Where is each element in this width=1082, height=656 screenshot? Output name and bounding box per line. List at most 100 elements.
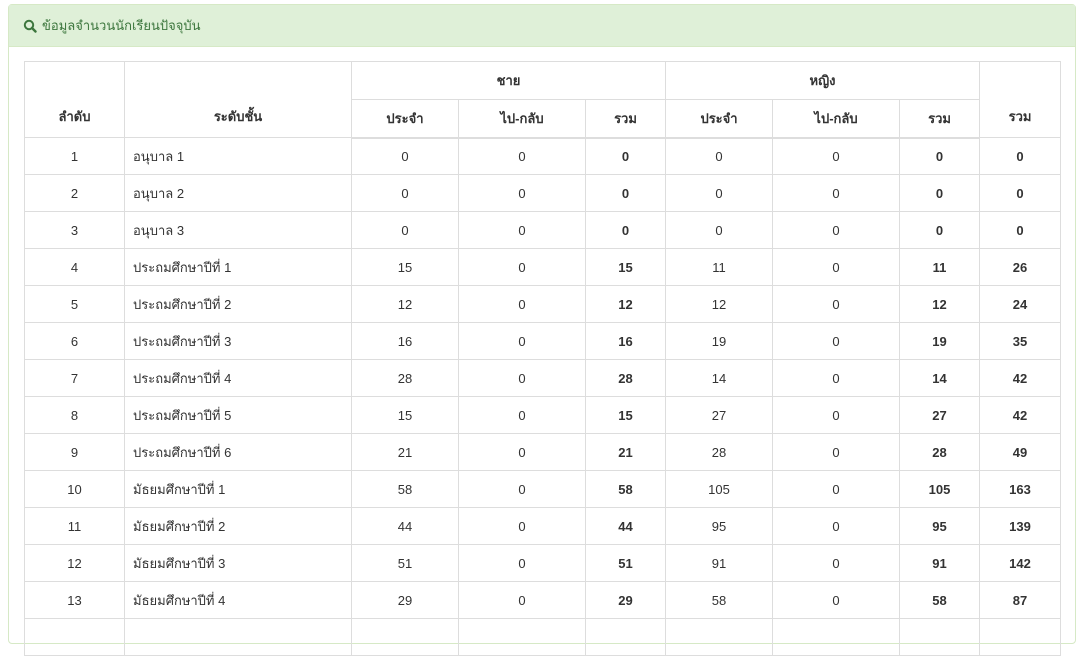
row-no: 5	[24, 285, 125, 323]
female-day: 0	[772, 433, 901, 471]
row-level: มัธยมศึกษาปีที่ 1	[124, 470, 352, 508]
male-day: 0	[458, 322, 586, 360]
row-total: 35	[979, 322, 1062, 360]
header-no: ลำดับ	[24, 61, 125, 138]
header-female-day: ไป-กลับ	[772, 99, 901, 139]
row-total: 42	[979, 396, 1062, 434]
male-day: 0	[458, 359, 586, 397]
female-day: 0	[772, 359, 901, 397]
empty-cell	[665, 618, 774, 656]
male-sum: 58	[584, 470, 667, 508]
empty-cell	[899, 618, 981, 656]
male-day: 0	[458, 470, 586, 508]
row-total: 49	[979, 433, 1062, 471]
male-boarding: 29	[351, 581, 459, 619]
male-boarding: 51	[351, 544, 459, 582]
female-boarding: 12	[665, 285, 774, 323]
row-total: 0	[979, 211, 1062, 249]
male-sum: 28	[584, 359, 667, 397]
header-female-boarding: ประจำ	[665, 99, 774, 139]
table-row: 12 มัธยมศึกษาปีที่ 3 51 0 51 91 0 91 142	[24, 544, 1062, 582]
empty-cell	[124, 618, 352, 656]
empty-cell	[979, 618, 1062, 656]
empty-cell	[772, 618, 901, 656]
male-sum: 29	[584, 581, 667, 619]
male-sum: 44	[584, 507, 667, 545]
male-sum: 0	[584, 174, 667, 212]
row-level: ประถมศึกษาปีที่ 4	[124, 359, 352, 397]
female-sum: 0	[899, 174, 981, 212]
male-boarding: 16	[351, 322, 459, 360]
male-sum: 21	[584, 433, 667, 471]
panel-heading: ข้อมูลจำนวนนักเรียนปัจจุบัน	[9, 5, 1075, 47]
empty-cell	[584, 618, 667, 656]
female-sum: 91	[899, 544, 981, 582]
male-sum: 51	[584, 544, 667, 582]
row-level: มัธยมศึกษาปีที่ 4	[124, 581, 352, 619]
row-level: อนุบาล 1	[124, 137, 352, 175]
female-sum: 14	[899, 359, 981, 397]
male-day: 0	[458, 248, 586, 286]
row-total: 0	[979, 174, 1062, 212]
female-day: 0	[772, 174, 901, 212]
male-sum: 12	[584, 285, 667, 323]
header-level: ระดับชั้น	[124, 61, 352, 138]
row-no: 1	[24, 137, 125, 175]
female-sum: 95	[899, 507, 981, 545]
row-no: 7	[24, 359, 125, 397]
female-sum: 0	[899, 211, 981, 249]
row-total: 163	[979, 470, 1062, 508]
female-boarding: 0	[665, 137, 774, 175]
row-total: 87	[979, 581, 1062, 619]
row-total: 142	[979, 544, 1062, 582]
male-day: 0	[458, 285, 586, 323]
row-total: 26	[979, 248, 1062, 286]
male-sum: 15	[584, 396, 667, 434]
row-total: 24	[979, 285, 1062, 323]
header-male-boarding: ประจำ	[351, 99, 459, 139]
male-boarding: 0	[351, 211, 459, 249]
female-boarding: 0	[665, 211, 774, 249]
row-total: 42	[979, 359, 1062, 397]
table-row: 11 มัธยมศึกษาปีที่ 2 44 0 44 95 0 95 139	[24, 507, 1062, 545]
row-no: 11	[24, 507, 125, 545]
row-level: ประถมศึกษาปีที่ 6	[124, 433, 352, 471]
female-sum: 27	[899, 396, 981, 434]
female-day: 0	[772, 544, 901, 582]
male-boarding: 0	[351, 174, 459, 212]
row-level: ประถมศึกษาปีที่ 2	[124, 285, 352, 323]
female-day: 0	[772, 322, 901, 360]
female-day: 0	[772, 581, 901, 619]
female-day: 0	[772, 396, 901, 434]
row-no: 8	[24, 396, 125, 434]
female-boarding: 27	[665, 396, 774, 434]
female-day: 0	[772, 248, 901, 286]
empty-cell	[458, 618, 586, 656]
table-row: 7 ประถมศึกษาปีที่ 4 28 0 28 14 0 14 42	[24, 359, 1062, 397]
empty-cell	[351, 618, 459, 656]
student-table: ลำดับ ระดับชั้น ชาย หญิง รวม ประจำ ไป-กล…	[24, 61, 1062, 656]
female-sum: 28	[899, 433, 981, 471]
empty-cell	[24, 618, 125, 656]
table-row: 4 ประถมศึกษาปีที่ 1 15 0 15 11 0 11 26	[24, 248, 1062, 286]
female-day: 0	[772, 137, 901, 175]
male-day: 0	[458, 396, 586, 434]
female-sum: 58	[899, 581, 981, 619]
panel-title: ข้อมูลจำนวนนักเรียนปัจจุบัน	[42, 18, 201, 33]
female-sum: 11	[899, 248, 981, 286]
female-sum: 105	[899, 470, 981, 508]
row-total: 0	[979, 137, 1062, 175]
row-no: 6	[24, 322, 125, 360]
male-sum: 15	[584, 248, 667, 286]
male-day: 0	[458, 544, 586, 582]
male-boarding: 28	[351, 359, 459, 397]
male-boarding: 21	[351, 433, 459, 471]
male-boarding: 44	[351, 507, 459, 545]
male-boarding: 12	[351, 285, 459, 323]
row-level: ประถมศึกษาปีที่ 1	[124, 248, 352, 286]
male-day: 0	[458, 137, 586, 175]
row-level: มัธยมศึกษาปีที่ 3	[124, 544, 352, 582]
search-icon	[23, 19, 37, 33]
